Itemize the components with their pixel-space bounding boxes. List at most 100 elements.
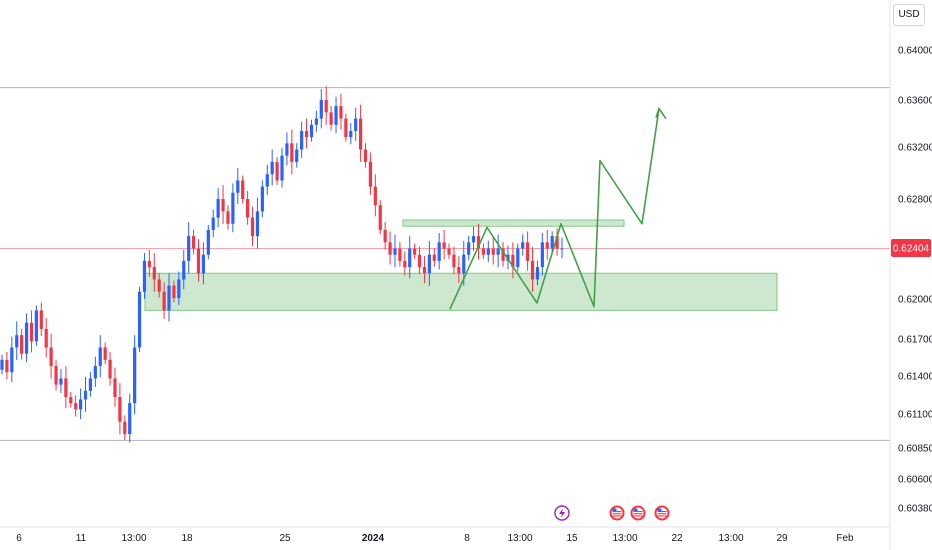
time-tick-label: 13:00 [612, 533, 637, 544]
us-flag-icon[interactable] [630, 505, 646, 521]
candle [432, 248, 436, 267]
candle [29, 310, 34, 353]
candle [15, 321, 19, 360]
candle [231, 183, 235, 233]
candle [108, 351, 112, 386]
candle [354, 107, 358, 141]
candle [241, 175, 245, 204]
candle [476, 223, 481, 260]
candle [216, 188, 220, 228]
candle [295, 143, 299, 168]
price-axis[interactable]: 0.64000 0.63600 0.63200 0.62800 0.62000 0.617… [889, 0, 932, 550]
us-flag-icon[interactable] [609, 505, 625, 521]
price-tick-label: 0.60380 [898, 504, 932, 515]
candle [427, 240, 431, 286]
candle [88, 372, 93, 397]
candle [133, 335, 137, 415]
candle [128, 393, 132, 443]
candle [211, 209, 215, 238]
candle [290, 129, 294, 175]
price-tick-label: 0.62800 [898, 195, 932, 206]
candle [98, 335, 102, 378]
candle [481, 243, 486, 260]
price-tick-label: 0.62000 [898, 295, 932, 306]
demand-zone[interactable] [144, 272, 778, 311]
candle [535, 260, 540, 286]
candle [226, 204, 230, 230]
candle [187, 222, 191, 274]
time-tick-label: 6 [16, 533, 22, 544]
price-tick-label: 0.60850 [898, 444, 932, 455]
candles [0, 86, 564, 443]
candle [275, 156, 279, 185]
candle [147, 249, 151, 277]
candle [496, 234, 500, 268]
candle [142, 252, 147, 299]
candle [44, 318, 48, 358]
candle [344, 113, 348, 142]
pattern-path[interactable] [449, 108, 660, 310]
time-tick-label: 29 [776, 533, 788, 544]
candle [388, 231, 392, 265]
candle [10, 336, 14, 383]
candle [24, 313, 29, 363]
supply-zone[interactable] [402, 219, 625, 227]
candle [486, 240, 490, 262]
candle [560, 237, 564, 259]
candle [0, 354, 4, 375]
candle [521, 234, 525, 256]
candle [280, 147, 284, 188]
current-price-badge[interactable] [891, 239, 931, 258]
candle [467, 235, 471, 261]
candle [309, 119, 314, 142]
time-tick-label: 22 [671, 533, 683, 544]
candle [201, 242, 206, 285]
lightning-icon[interactable] [554, 505, 570, 521]
time-tick-label: 18 [181, 533, 193, 544]
candle [157, 273, 161, 298]
candle [363, 143, 368, 168]
currency-label[interactable]: USD [893, 4, 925, 26]
candle [329, 105, 333, 131]
time-tick-label: 13:00 [121, 533, 146, 544]
candle [54, 359, 58, 391]
us-flag-icon[interactable] [654, 505, 670, 521]
candle [511, 242, 515, 279]
pattern-projection [449, 106, 667, 310]
time-tick-label: 13:00 [507, 533, 532, 544]
candle [408, 236, 412, 279]
candle [540, 232, 544, 276]
candle [526, 231, 530, 271]
candle [59, 369, 63, 394]
candle [78, 388, 83, 420]
candle [162, 282, 166, 319]
candle [358, 104, 363, 162]
time-axis[interactable]: 6 11 13:00 18 25 2024 8 13:00 15 13:00 22 13:00 29 Fe… [0, 526, 890, 544]
time-tick-label: 15 [566, 533, 578, 544]
candle [103, 342, 107, 365]
candle [137, 286, 142, 352]
time-tick-label: 2024 [362, 533, 385, 544]
price-tick-label: 0.63600 [898, 96, 932, 107]
candle [123, 415, 127, 440]
candle [339, 93, 343, 130]
candle [5, 351, 9, 380]
time-tick-label: 11 [76, 533, 87, 544]
time-tick-label: 8 [464, 533, 470, 544]
candle [334, 96, 338, 134]
candle [246, 191, 250, 225]
candle [530, 247, 535, 292]
candle [545, 229, 549, 260]
candle [457, 256, 461, 284]
time-tick-label: Feb [836, 533, 854, 544]
candle [118, 383, 122, 435]
price-tick-label: 0.61400 [898, 372, 932, 383]
candle [550, 231, 554, 253]
time-tick-label: 25 [279, 533, 291, 544]
candle [368, 152, 373, 196]
zones [144, 219, 778, 311]
event-markers[interactable] [554, 505, 670, 521]
candle [349, 123, 353, 145]
candle [555, 228, 559, 256]
